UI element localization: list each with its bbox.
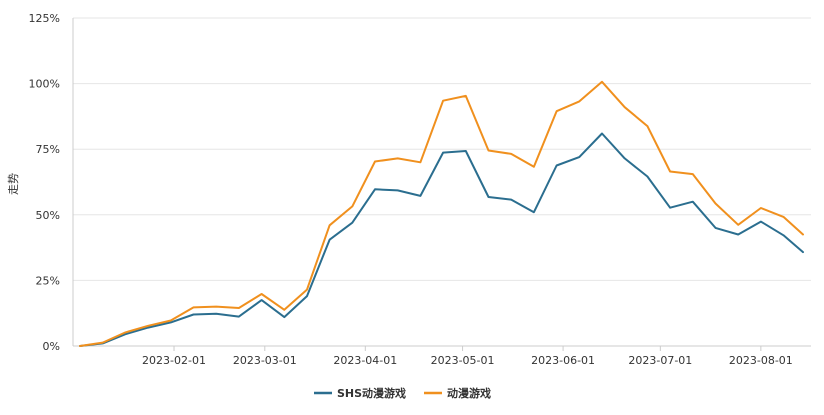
legend-label-anime: 动漫游戏 [447, 386, 491, 400]
axes [72, 18, 811, 347]
legend-item-anime[interactable]: 动漫游戏 [424, 386, 491, 400]
x-tick-label: 2023-08-01 [729, 354, 793, 367]
y-tick-label: 75% [36, 143, 60, 156]
y-axis-label: 走势 [7, 173, 20, 195]
y-tick-label: 50% [36, 209, 60, 222]
x-tick-label: 2023-04-01 [333, 354, 397, 367]
x-tick-label: 2023-02-01 [142, 354, 206, 367]
series-lines [79, 80, 804, 347]
x-tick-label: 2023-03-01 [233, 354, 297, 367]
series-line-shs [79, 132, 804, 347]
grid-lines [73, 17, 811, 281]
x-tick-label: 2023-07-01 [628, 354, 692, 367]
x-axis-ticks: 2023-02-01 2023-03-01 2023-04-01 2023-05-01… [142, 346, 793, 367]
legend-item-shs[interactable]: SHS动漫游戏 [314, 386, 406, 400]
y-tick-label: 100% [29, 78, 60, 91]
series-line-anime [79, 80, 804, 347]
x-tick-label: 2023-05-01 [431, 354, 495, 367]
y-tick-label: 0% [43, 340, 60, 353]
legend-label-shs: SHS动漫游戏 [337, 386, 406, 400]
y-tick-label: 25% [36, 274, 60, 287]
y-tick-label: 125% [29, 12, 60, 25]
x-tick-label: 2023-06-01 [531, 354, 595, 367]
y-axis-ticks: 0% 25% 50% 75% 100% 125% [29, 12, 60, 353]
legend[interactable]: SHS动漫游戏 动漫游戏 [314, 386, 491, 400]
